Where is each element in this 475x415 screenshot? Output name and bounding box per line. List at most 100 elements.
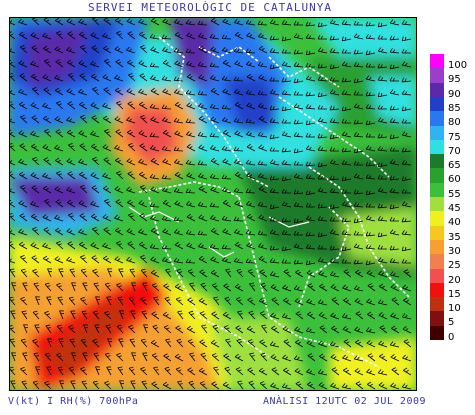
wind-barb bbox=[233, 76, 244, 82]
wind-barb bbox=[9, 338, 16, 348]
wind-barb bbox=[258, 103, 268, 110]
wind-barb bbox=[198, 185, 208, 194]
wind-barb bbox=[401, 48, 411, 54]
legend-swatch bbox=[430, 311, 444, 326]
wind-barb bbox=[116, 30, 124, 40]
wind-barb bbox=[283, 269, 292, 278]
wind-barb bbox=[198, 255, 208, 264]
wind-barb bbox=[366, 270, 376, 278]
wind-barb bbox=[282, 326, 292, 334]
wind-barb bbox=[330, 382, 340, 390]
wind-barb bbox=[281, 61, 292, 68]
legend-label: 45 bbox=[448, 203, 461, 214]
wind-barb bbox=[20, 296, 28, 306]
wind-barb bbox=[270, 354, 280, 362]
wind-barb bbox=[116, 240, 124, 250]
wind-barb bbox=[341, 258, 351, 264]
wind-barb bbox=[93, 282, 100, 292]
wind-barb bbox=[234, 241, 244, 250]
wind-barb bbox=[188, 380, 196, 390]
wind-barb bbox=[295, 381, 304, 390]
wind-barb bbox=[343, 367, 352, 376]
wind-barb bbox=[293, 285, 304, 292]
wind-barb bbox=[210, 87, 220, 96]
wind-barb bbox=[222, 381, 232, 390]
wind-barb bbox=[102, 45, 112, 54]
wind-barb bbox=[198, 214, 208, 222]
wind-barb bbox=[319, 325, 328, 334]
wind-barb bbox=[174, 159, 184, 166]
wind-barb bbox=[173, 216, 184, 222]
wind-barb bbox=[210, 17, 220, 26]
wind-barb bbox=[129, 268, 136, 278]
wind-barb bbox=[377, 216, 388, 222]
wind-barb bbox=[221, 145, 232, 152]
wind-barb bbox=[71, 282, 77, 292]
wind-barb bbox=[293, 49, 304, 55]
wind-barb bbox=[354, 368, 364, 376]
wind-barb bbox=[102, 144, 112, 152]
wind-barb bbox=[377, 47, 388, 54]
wind-barb bbox=[306, 340, 316, 348]
wind-barb bbox=[222, 257, 232, 264]
map-title: SERVEI METEOROLÒGIC DE CATALUNYA bbox=[88, 1, 332, 14]
wind-barb bbox=[353, 49, 364, 55]
wind-barb bbox=[44, 198, 52, 208]
wind-barb bbox=[68, 142, 76, 152]
wind-barb bbox=[18, 101, 28, 110]
wind-barb bbox=[189, 282, 196, 292]
wind-barb bbox=[102, 172, 112, 180]
variables-label: V(kt) I RH(%) 700hPa bbox=[8, 396, 139, 407]
wind-barb bbox=[78, 101, 88, 110]
wind-barb bbox=[222, 59, 232, 68]
wind-barb bbox=[198, 33, 208, 40]
wind-barb bbox=[211, 381, 220, 390]
wind-barb bbox=[329, 105, 340, 111]
legend-swatch bbox=[430, 282, 444, 298]
wind-barb bbox=[131, 352, 137, 362]
wind-barb bbox=[56, 170, 64, 180]
wind-barb bbox=[197, 230, 208, 236]
wind-barb bbox=[81, 380, 88, 390]
wind-barb bbox=[401, 313, 412, 320]
wind-barb bbox=[130, 380, 136, 390]
wind-barb bbox=[210, 145, 220, 152]
wind-barb bbox=[353, 243, 364, 250]
wind-barb bbox=[367, 283, 376, 292]
wind-barb bbox=[43, 87, 52, 96]
wind-barb bbox=[319, 353, 328, 362]
wind-barb bbox=[185, 229, 196, 236]
wind-barb bbox=[329, 19, 340, 26]
wind-barb bbox=[317, 162, 328, 168]
wind-barb bbox=[341, 20, 352, 26]
wind-barb bbox=[114, 157, 124, 166]
wind-barb bbox=[78, 171, 88, 180]
wind-barb bbox=[141, 380, 148, 390]
wind-barb bbox=[389, 19, 400, 26]
wind-barb bbox=[234, 89, 244, 96]
wind-barb bbox=[35, 366, 41, 376]
wind-barb bbox=[341, 201, 352, 208]
wind-barb bbox=[377, 22, 388, 28]
wind-barb bbox=[233, 257, 244, 264]
wind-barb bbox=[365, 91, 376, 97]
wind-barb bbox=[59, 310, 65, 320]
wind-barb bbox=[221, 104, 232, 110]
wind-barb bbox=[187, 367, 196, 376]
wind-barb bbox=[54, 214, 64, 222]
wind-barb bbox=[317, 104, 327, 110]
wind-barb bbox=[257, 160, 268, 166]
wind-barb bbox=[104, 352, 112, 362]
wind-barb bbox=[293, 103, 304, 110]
wind-barb bbox=[165, 338, 172, 348]
wind-barb bbox=[222, 18, 232, 26]
wind-barb bbox=[270, 284, 280, 292]
wind-barb bbox=[331, 297, 340, 306]
wind-barb bbox=[176, 338, 184, 348]
wind-barb bbox=[92, 380, 100, 390]
wind-barb bbox=[281, 201, 292, 208]
wind-barb bbox=[342, 354, 352, 362]
wind-barb bbox=[270, 312, 280, 320]
wind-barb bbox=[209, 202, 220, 208]
wind-barb bbox=[293, 20, 303, 26]
